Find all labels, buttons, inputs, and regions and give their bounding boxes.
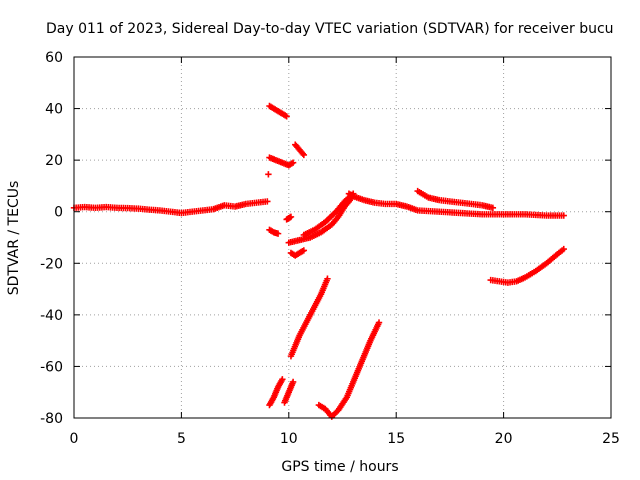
y-tick-label: -20 [40, 256, 63, 272]
y-tick-label: 0 [54, 205, 63, 221]
data-point-marker [264, 198, 271, 205]
data-point-marker [289, 159, 297, 166]
data-point-marker [324, 275, 331, 282]
series-high-segment-b [266, 154, 297, 169]
data-point-marker [265, 171, 272, 178]
data-point-marker [300, 151, 308, 159]
data-point-marker [274, 230, 282, 237]
data-point-marker [299, 150, 306, 157]
data-layer [70, 102, 567, 420]
chart-title: Day 011 of 2023, Sidereal Day-to-day VTE… [46, 21, 614, 37]
x-tick-label: 20 [495, 431, 513, 447]
series-low-segment-a [266, 376, 286, 409]
x-tick-label: 25 [602, 431, 620, 447]
series-lower-start-arc [300, 190, 357, 239]
series-high-segment-a [266, 102, 290, 120]
ticks-layer: 0 5 10 15 20 25 60 40 20 0 -20 -40 -60 -80 [40, 50, 620, 447]
series-late-curve [487, 245, 567, 286]
x-tick-label: 10 [280, 431, 298, 447]
data-point-marker [560, 245, 567, 253]
grid-layer [74, 57, 611, 418]
data-point-marker [289, 378, 297, 386]
y-tick-label: -80 [40, 411, 63, 427]
y-axis-label: SDTVAR / TECUs [6, 181, 22, 296]
data-point-marker [489, 204, 497, 212]
y-tick-label: 20 [45, 153, 63, 169]
series-high-segment-c [292, 141, 308, 159]
series-steep-drop [287, 275, 331, 360]
data-point-marker [300, 247, 308, 254]
y-tick-label: -60 [40, 359, 63, 375]
series-low-v-shape [315, 319, 383, 420]
data-point-marker [287, 213, 295, 221]
x-tick-label: 5 [177, 431, 186, 447]
data-point-marker [350, 190, 357, 197]
data-point-marker [283, 113, 290, 120]
series-mid-segment-b [283, 213, 295, 223]
data-point-marker [560, 212, 567, 219]
x-tick-label: 0 [70, 431, 79, 447]
series-upper-band [414, 187, 497, 212]
data-point-marker [375, 319, 383, 326]
y-tick-label: 40 [45, 102, 63, 118]
series-mid-segment-c [287, 247, 308, 259]
plot-frame [73, 56, 612, 419]
x-axis-label: GPS time / hours [281, 459, 398, 475]
y-tick-label: -40 [40, 308, 63, 324]
x-tick-label: 15 [387, 431, 405, 447]
y-tick-label: 60 [45, 50, 63, 66]
series-mid-segment-a [266, 226, 282, 237]
series-lone-point [265, 171, 272, 178]
series-low-segment-b [281, 378, 297, 406]
series-main-trend-early [70, 198, 271, 217]
data-point-marker [279, 376, 286, 383]
